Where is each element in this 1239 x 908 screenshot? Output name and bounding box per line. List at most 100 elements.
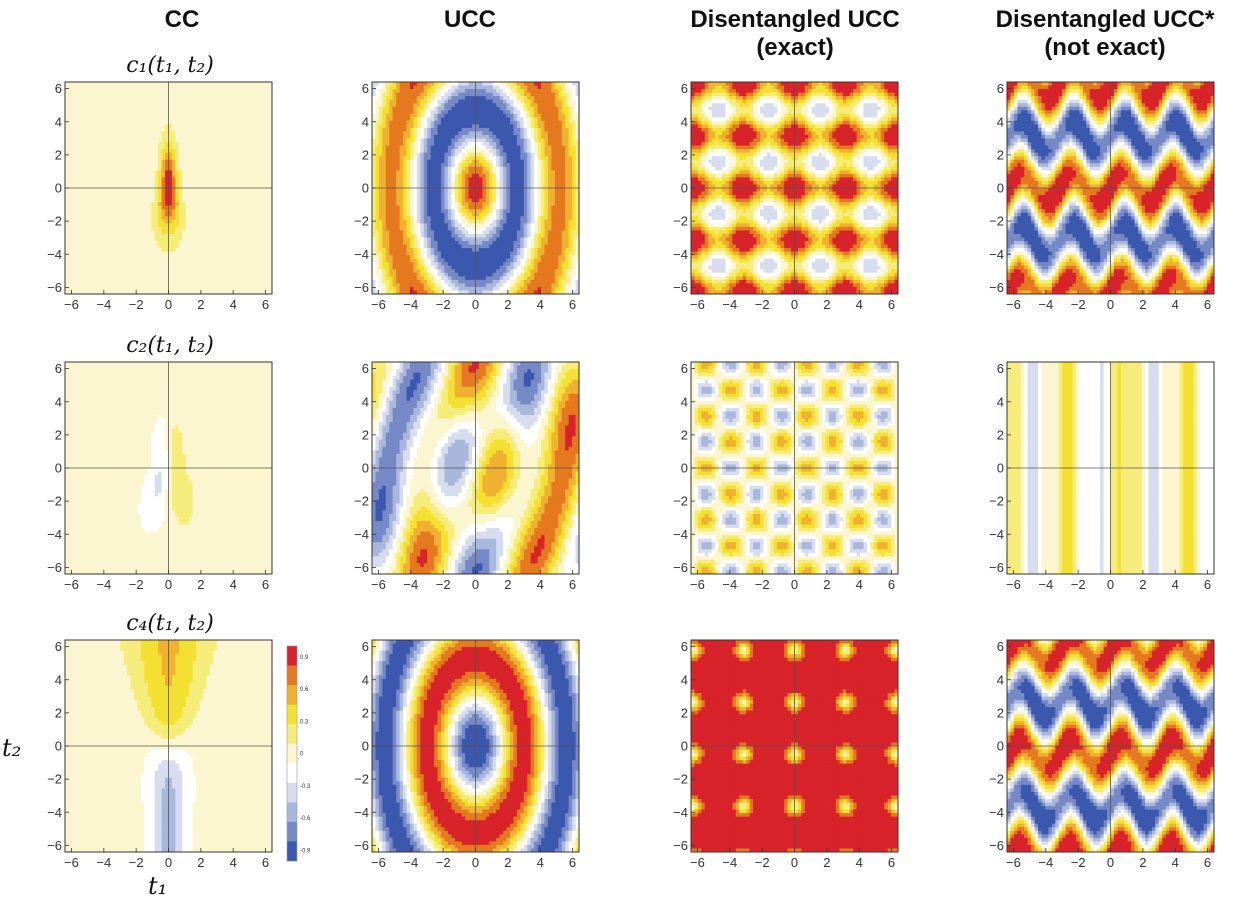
column-title: CC — [165, 6, 200, 33]
y-tick-label: −6 — [673, 560, 688, 575]
y-tick-label: 6 — [681, 361, 688, 376]
y-tick-label: 0 — [55, 181, 62, 196]
column-title: Disentangled UCC(exact) — [690, 6, 899, 61]
x-tick-label: −6 — [64, 577, 79, 592]
legend-swatch — [287, 822, 297, 842]
column-title: UCC — [444, 6, 496, 33]
y-tick-label: −4 — [989, 247, 1004, 262]
y-tick-label: 2 — [997, 147, 1004, 162]
x-tick-label: 4 — [537, 855, 544, 870]
y-tick-label: 4 — [55, 394, 62, 409]
x-tick-label: −2 — [1071, 855, 1086, 870]
y-tick-label: −4 — [354, 805, 369, 820]
y-tick-label: −4 — [47, 247, 62, 262]
y-tick-label: 2 — [362, 705, 369, 720]
x-tick-label: −6 — [1006, 855, 1021, 870]
x-tick-label: −4 — [403, 855, 418, 870]
x-tick-label: −6 — [1006, 297, 1021, 312]
y-tick-label: 4 — [55, 114, 62, 129]
y-tick-label: 0 — [362, 739, 369, 754]
x-tick-label: 0 — [472, 577, 479, 592]
y-tick-label: −2 — [47, 772, 62, 787]
x-tick-label: 0 — [791, 855, 798, 870]
x-tick-label: 4 — [856, 577, 863, 592]
x-tick-label: 2 — [504, 855, 511, 870]
y-tick-label: 4 — [997, 672, 1004, 687]
y-tick-label: 2 — [997, 427, 1004, 442]
x-tick-label: −6 — [1006, 577, 1021, 592]
x-tick-label: 4 — [856, 855, 863, 870]
x-tick-label: 6 — [569, 297, 576, 312]
legend-tick-label: -0.6 — [300, 816, 311, 822]
x-tick-label: 2 — [823, 855, 830, 870]
x-tick-label: 4 — [230, 855, 237, 870]
x-tick-label: 0 — [472, 855, 479, 870]
x-tick-label: −2 — [1071, 577, 1086, 592]
y-tick-label: −2 — [354, 494, 369, 509]
x-tick-label: −6 — [64, 855, 79, 870]
x-tick-label: −4 — [722, 297, 737, 312]
legend-tick-label: -0.3 — [300, 784, 311, 790]
y-tick-label: −6 — [673, 838, 688, 853]
panels: −6 −4 −2 0 2 4 6 −6 −4 −2 0 2 4 6 −6 −4 −2 0 2 4 6 −6 −4 −2 0 2 4 6… — [47, 81, 1214, 870]
y-tick-label: 2 — [362, 147, 369, 162]
x-tick-label: −4 — [403, 297, 418, 312]
x-tick-label: 0 — [165, 855, 172, 870]
x-tick-label: −2 — [755, 297, 770, 312]
column-title: Disentangled UCC*(not exact) — [996, 6, 1215, 61]
y-tick-label: 0 — [362, 181, 369, 196]
x-tick-label: −2 — [129, 577, 144, 592]
x-tick-label: 6 — [888, 855, 895, 870]
legend-tick-label: 0.3 — [300, 719, 309, 725]
x-tick-label: 6 — [262, 297, 269, 312]
x-tick-label: 6 — [1204, 297, 1211, 312]
y-tick-label: 4 — [362, 394, 369, 409]
y-tick-label: −6 — [354, 560, 369, 575]
y-tick-label: 6 — [362, 639, 369, 654]
x-tick-label: 4 — [1172, 297, 1179, 312]
y-tick-label: −4 — [47, 805, 62, 820]
x-tick-label: −4 — [96, 855, 111, 870]
x-tick-label: 2 — [1139, 577, 1146, 592]
y-tick-label: 4 — [681, 672, 688, 687]
x-tick-label: 6 — [262, 855, 269, 870]
y-tick-label: −2 — [989, 214, 1004, 229]
legend: 0.90.60.30-0.3-0.6-0.9 — [287, 646, 311, 861]
y-tick-label: 0 — [997, 461, 1004, 476]
y-tick-label: 0 — [681, 181, 688, 196]
y-tick-label: 4 — [55, 672, 62, 687]
x-tick-label: −4 — [1038, 577, 1053, 592]
x-tick-label: 6 — [569, 577, 576, 592]
x-tick-label: 0 — [791, 297, 798, 312]
x-tick-label: −2 — [1071, 297, 1086, 312]
x-tick-label: −4 — [96, 577, 111, 592]
x-tick-label: 2 — [504, 297, 511, 312]
y-tick-label: −6 — [354, 838, 369, 853]
row-label: c₁(t₁, t₂) — [126, 53, 214, 78]
x-tick-label: −6 — [690, 577, 705, 592]
y-tick-label: −6 — [989, 838, 1004, 853]
x-tick-label: −4 — [722, 855, 737, 870]
y-tick-label: 0 — [55, 739, 62, 754]
x-tick-label: −6 — [371, 577, 386, 592]
x-axis-label: t₁ — [148, 872, 167, 900]
x-tick-label: 6 — [1204, 855, 1211, 870]
legend-swatch — [287, 705, 297, 725]
x-tick-label: 0 — [791, 577, 798, 592]
column-titles: CC UCC Disentangled UCC(exact) Disentangled… — [165, 6, 1215, 61]
y-tick-label: 6 — [55, 639, 62, 654]
y-tick-label: −2 — [354, 214, 369, 229]
y-tick-label: 6 — [681, 81, 688, 96]
x-tick-label: 6 — [262, 577, 269, 592]
y-tick-label: 4 — [997, 114, 1004, 129]
